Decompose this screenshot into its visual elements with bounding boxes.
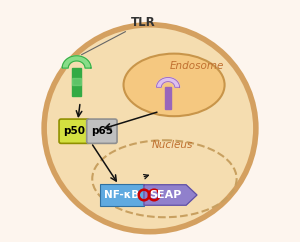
- FancyBboxPatch shape: [87, 119, 117, 143]
- Text: Nucleus: Nucleus: [152, 140, 194, 150]
- Polygon shape: [72, 78, 81, 85]
- Polygon shape: [157, 77, 180, 87]
- Ellipse shape: [124, 54, 225, 116]
- Text: Endosome: Endosome: [170, 61, 224, 71]
- Polygon shape: [144, 185, 197, 205]
- Polygon shape: [72, 68, 81, 96]
- FancyBboxPatch shape: [59, 119, 89, 143]
- Text: TLR: TLR: [82, 16, 155, 55]
- Text: SEAP: SEAP: [149, 190, 181, 200]
- FancyBboxPatch shape: [100, 184, 143, 206]
- Polygon shape: [165, 87, 171, 109]
- Text: p65: p65: [91, 126, 113, 136]
- Text: NF-κB: NF-κB: [104, 190, 140, 200]
- Text: p50: p50: [63, 126, 85, 136]
- Polygon shape: [62, 56, 91, 68]
- Ellipse shape: [44, 25, 256, 232]
